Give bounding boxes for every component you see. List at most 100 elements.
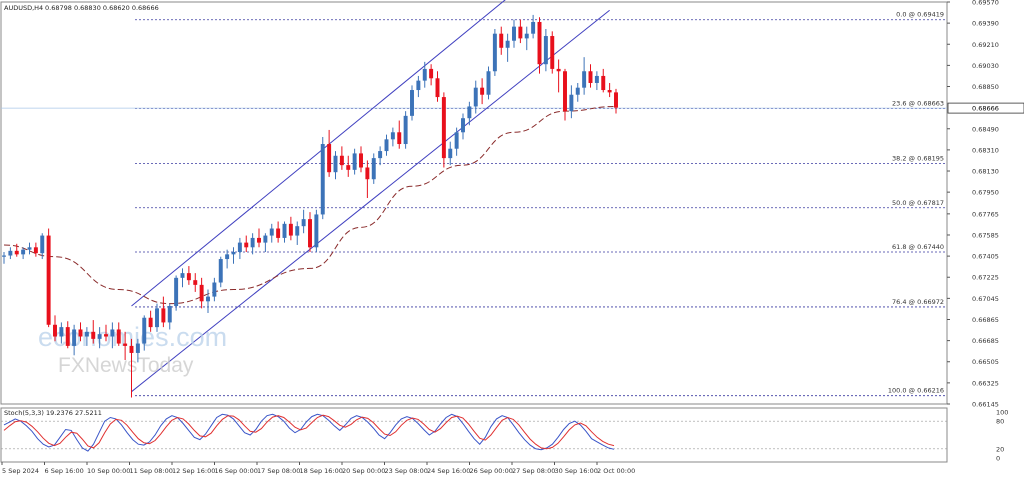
price-tick-label: 0.69570 — [972, 0, 999, 7]
price-tick-label: 0.67405 — [972, 253, 999, 261]
candle-body — [448, 148, 453, 159]
candle-body — [614, 92, 618, 108]
candle-body — [473, 87, 478, 107]
candle-body — [492, 33, 497, 72]
fib-level-label: 0.0 @ 0.69419 — [896, 11, 944, 19]
candle-body — [384, 139, 389, 152]
candle-body — [269, 228, 274, 236]
candle-body — [607, 90, 612, 93]
candle-body — [410, 90, 414, 116]
candle-body — [40, 235, 45, 254]
candle-body — [346, 165, 351, 170]
fibonacci-levels: 0.0 @ 0.69419 23.6 @ 0.68663 38.2 @ 0.6819… — [1, 11, 947, 397]
candle-body — [148, 317, 153, 328]
fib-level-label: 76.4 @ 0.66972 — [892, 298, 944, 306]
candle-body — [461, 118, 465, 133]
candle-body — [244, 242, 249, 248]
candle-body — [359, 153, 363, 168]
candle-body — [237, 242, 242, 253]
candle-body — [327, 144, 332, 173]
candle-body — [371, 158, 376, 180]
candle-body — [257, 237, 261, 243]
price-tick-label: 0.67045 — [972, 295, 999, 303]
price-tick-label: 0.66325 — [972, 379, 999, 387]
candle-body — [2, 255, 6, 257]
price-tick-label: 0.68850 — [972, 83, 999, 91]
stoch-title: Stoch(5,3,3) 19.2376 27.5211 — [4, 409, 102, 417]
candle-body — [308, 219, 312, 248]
candle-body — [186, 273, 191, 281]
candle-body — [276, 228, 281, 238]
stoch-tick-label: 100 — [996, 409, 1008, 417]
candle-body — [601, 75, 606, 91]
candle-body — [8, 250, 13, 256]
fib-level-label: 61.8 @ 0.67440 — [892, 243, 944, 251]
price-tick-label: 0.69390 — [972, 20, 999, 28]
price-tick-label: 0.67950 — [972, 189, 999, 197]
candle-body — [91, 331, 96, 339]
candle-body — [167, 305, 172, 323]
candle-body — [333, 155, 338, 173]
price-tick-label: 0.66505 — [972, 358, 999, 366]
time-tick-label: 23 Sep 08:00 — [385, 467, 428, 475]
candle-body — [569, 94, 574, 112]
price-tick-label: 0.68310 — [972, 146, 999, 154]
candle-body — [454, 132, 459, 149]
candle-body — [441, 97, 446, 159]
fib-level-label: 23.6 @ 0.68663 — [892, 99, 944, 107]
candle-body — [231, 252, 236, 255]
candle-body — [135, 343, 140, 353]
candle-body — [512, 26, 516, 41]
price-tick-label: 0.67585 — [972, 231, 999, 239]
time-tick-label: 12 Sep 16:00 — [172, 467, 215, 475]
price-tick-label: 0.68490 — [972, 125, 999, 133]
candle-body — [416, 80, 421, 91]
price-axis: 0.69570 0.69390 0.69210 0.69030 0.68850 0.684… — [947, 0, 1024, 409]
moving-average-line — [3, 105, 617, 305]
time-tick-label: 20 Sep 00:00 — [342, 467, 385, 475]
price-tick-label: 0.66145 — [972, 401, 999, 409]
candle-body — [422, 68, 427, 81]
candle-body — [390, 132, 395, 140]
candle-body — [397, 132, 402, 145]
candle-body — [550, 36, 555, 69]
candle-body — [403, 115, 408, 145]
candle-body — [467, 106, 472, 119]
candle-body — [575, 87, 580, 95]
candle-body — [588, 71, 593, 83]
candle-body — [14, 250, 19, 255]
chart-symbol: AUDUSD,H4 — [4, 4, 43, 12]
price-tick-label: 0.67225 — [972, 274, 999, 282]
candle-body — [65, 327, 70, 346]
candle-body — [282, 223, 287, 238]
candle-body — [27, 247, 32, 250]
stoch-tick-label: 0 — [996, 455, 1000, 463]
stoch-tick-label: 80 — [996, 418, 1004, 426]
candle-body — [480, 87, 485, 95]
candle-body — [53, 324, 57, 337]
candle-body — [250, 237, 255, 248]
candle-body — [123, 343, 128, 346]
candle-body — [537, 21, 542, 65]
candle-body — [193, 280, 198, 285]
candle-body — [563, 71, 567, 112]
fib-level-label: 38.2 @ 0.68195 — [892, 154, 944, 162]
candle-body — [46, 235, 51, 325]
time-tick-label: 5 Sep 2024 — [2, 467, 39, 475]
time-tick-label: 6 Sep 16:00 — [45, 467, 84, 475]
stoch-signal-line — [3, 414, 615, 450]
candle-body — [174, 277, 179, 306]
time-tick-label: 30 Sep 16:00 — [555, 467, 598, 475]
candle-body — [429, 68, 434, 79]
candle-body — [378, 151, 383, 159]
candle-body — [556, 68, 561, 72]
candle-body — [320, 144, 325, 215]
candle-body — [212, 282, 217, 297]
candle-body — [84, 331, 89, 337]
candle-body — [225, 254, 230, 260]
candle-body — [505, 40, 510, 48]
price-tick-label: 0.68130 — [972, 168, 999, 176]
